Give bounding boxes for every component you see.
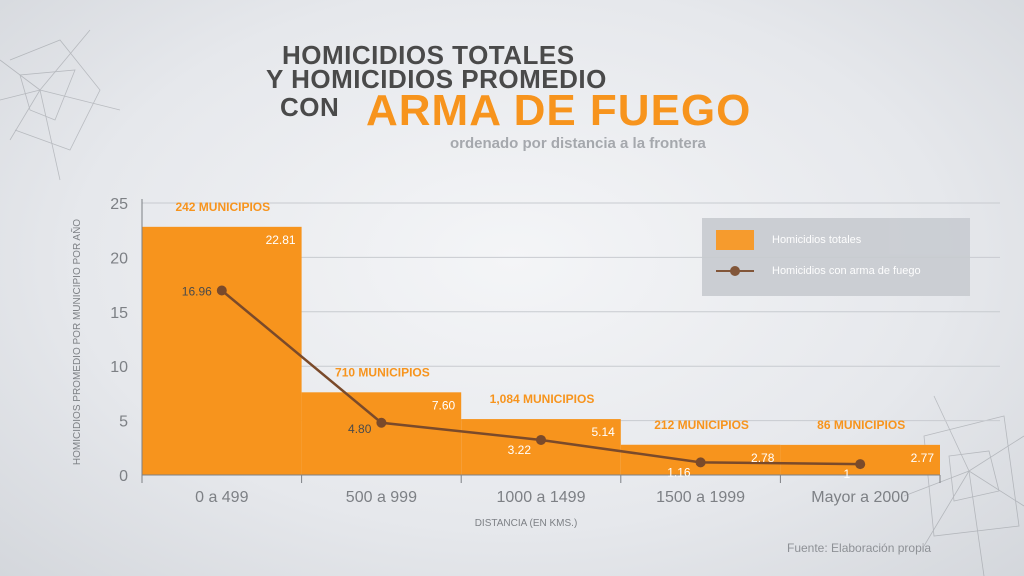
legend-item-bars: Homicidios totales xyxy=(716,230,861,250)
legend-bar-swatch xyxy=(716,230,754,250)
x-axis-label: DISTANCIA (EN KMS.) xyxy=(475,518,578,529)
line-value-label: 3.22 xyxy=(508,443,532,457)
legend-line-swatch xyxy=(716,261,754,281)
y-tick-label: 10 xyxy=(110,359,128,376)
x-tick-label: Mayor a 2000 xyxy=(811,489,909,506)
title-line-4: ARMA DE FUEGO xyxy=(366,86,752,135)
legend-label-bars: Homicidios totales xyxy=(772,234,862,246)
line-value-label: 1.16 xyxy=(667,465,691,479)
line-value-label: 4.80 xyxy=(348,422,372,436)
group-label: 710 MUNICIPIOS xyxy=(335,365,430,379)
source-note: Fuente: Elaboración propia xyxy=(787,541,932,555)
bar-value-label: 2.78 xyxy=(751,451,775,465)
y-tick-label: 5 xyxy=(119,414,128,431)
line-value-label: 16.96 xyxy=(182,284,212,298)
chart-legend: Homicidios totales Homicidios con arma d… xyxy=(702,218,970,296)
bar-value-label: 7.60 xyxy=(432,398,456,412)
x-tick-label: 1500 a 1999 xyxy=(656,489,745,506)
title-line-1: HOMICIDIOS TOTALES xyxy=(282,40,575,70)
x-tick-label: 500 a 999 xyxy=(346,489,417,506)
line-point xyxy=(695,457,706,468)
x-tick-label: 1000 a 1499 xyxy=(497,489,586,506)
line-point xyxy=(536,434,546,445)
bar-value-label: 5.14 xyxy=(591,425,615,439)
group-label: 86 MUNICIPIOS xyxy=(817,418,905,432)
cracked-glass-decoration-right xyxy=(903,395,1024,576)
y-axis-label: HOMICIDIOS PROMEDIO POR MUNICIPIO POR AÑ… xyxy=(70,219,83,465)
y-tick-label: 15 xyxy=(110,305,128,322)
y-tick-label: 0 xyxy=(119,468,128,485)
line-point xyxy=(216,285,227,296)
title-line-2: Y HOMICIDIOS PROMEDIO xyxy=(266,64,607,94)
x-tick-label: 0 a 499 xyxy=(195,489,248,506)
bar-value-label: 22.81 xyxy=(266,233,296,247)
y-tick-label: 25 xyxy=(110,196,128,213)
group-label: 212 MUNICIPIOS xyxy=(654,418,749,432)
title-line-3: CON xyxy=(280,92,340,122)
cracked-glass-decoration-left xyxy=(0,29,121,181)
line-point xyxy=(855,459,866,470)
y-tick-label: 20 xyxy=(110,250,128,267)
bar xyxy=(142,226,302,475)
line-point xyxy=(376,417,387,428)
group-label: 242 MUNICIPIOS xyxy=(175,200,270,214)
line-value-label: 1 xyxy=(844,467,851,481)
chart-title: HOMICIDIOS TOTALES Y HOMICIDIOS PROMEDIO… xyxy=(0,0,1024,160)
legend-label-line: Homicidios con arma de fuego xyxy=(772,265,921,277)
bar-value-label: 2.77 xyxy=(911,451,935,465)
legend-item-line: Homicidios con arma de fuego xyxy=(716,261,921,281)
group-label: 1,084 MUNICIPIOS xyxy=(490,392,595,406)
bar xyxy=(301,392,462,475)
chart-subtitle: ordenado por distancia a la frontera xyxy=(450,135,706,152)
